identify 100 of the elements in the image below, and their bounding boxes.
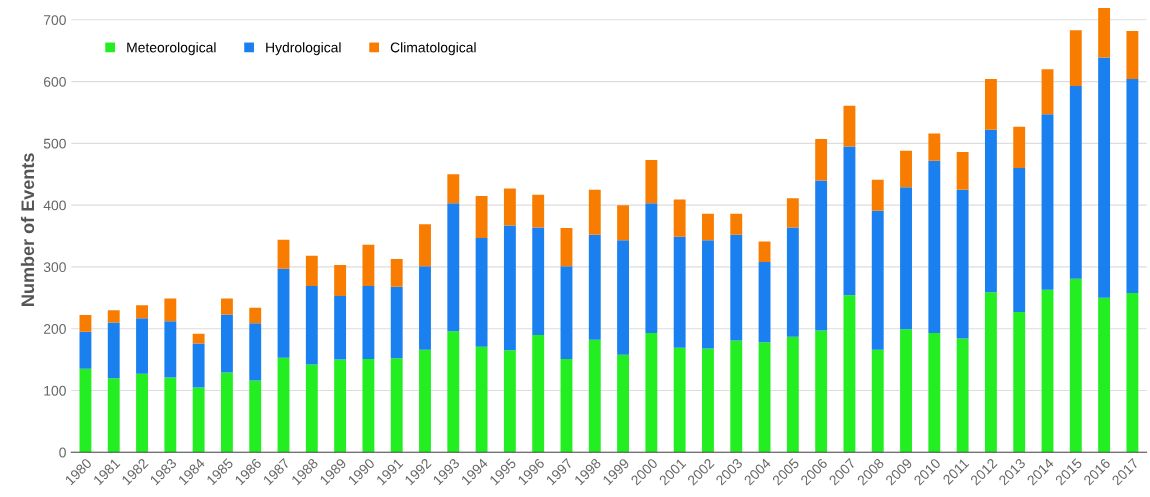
bar [107,310,120,323]
bar [617,240,630,355]
bar [192,333,205,344]
bar [900,150,912,188]
bar [79,368,92,453]
bar [419,266,431,350]
bar [617,354,630,453]
bar [871,349,884,453]
bar [334,295,347,360]
bar [1069,278,1082,453]
bar [815,139,828,181]
bar [305,255,318,287]
bar [984,292,997,453]
bar [702,213,714,241]
bar [390,258,403,287]
bar [871,210,884,350]
bar [1098,8,1111,58]
bar [503,350,516,453]
bar [702,240,714,349]
bar [220,314,233,373]
bar [1098,297,1111,453]
bar [645,333,658,453]
bar [447,174,460,204]
bar [673,199,686,237]
bar [871,179,884,211]
bar [956,189,969,339]
bar [1041,69,1054,115]
bar [758,241,771,262]
bar [560,228,573,267]
bar [192,343,205,388]
bar [503,225,516,351]
bar [249,323,262,381]
bar [1126,79,1139,293]
bar [730,213,743,235]
legend-label: Climatological [390,42,476,56]
bar [362,244,375,287]
bar [164,321,177,378]
bar [730,234,743,341]
legend-label: Hydrological [266,42,341,56]
bar [1069,85,1082,279]
bar [956,338,969,453]
bar [419,224,431,267]
bar [447,331,460,453]
bar [79,315,92,332]
bar [1098,57,1111,298]
bar [1013,312,1026,453]
bar [984,129,997,293]
bar [249,307,262,324]
bar [390,286,403,359]
bar [277,268,290,358]
bar [758,261,771,343]
y-tick-label: 0 [59,447,66,458]
bar [79,331,92,369]
y-tick-label: 700 [43,15,66,25]
bar [673,347,686,453]
bar [928,160,941,334]
bar [843,105,856,147]
bar [192,387,205,453]
bar [560,358,573,453]
bar [786,227,799,337]
bar [136,373,148,453]
bar [277,239,290,269]
bar [1126,30,1139,80]
bar [1041,114,1054,290]
bar [532,334,545,453]
bar [532,227,545,335]
bar [730,340,743,453]
bar [220,372,233,453]
bar [588,339,601,453]
bar [164,377,177,453]
bar [334,265,347,296]
bar [475,346,488,453]
bar [277,357,290,453]
bar [305,286,318,365]
bar [1013,126,1026,169]
y-tick-label: 300 [43,262,66,273]
bar [815,330,828,453]
bar [928,133,941,161]
bar [673,236,686,348]
bar [928,333,941,453]
y-tick-label: 600 [43,76,66,87]
bar [1126,292,1139,453]
bar [843,146,856,296]
bar [560,266,573,359]
y-tick-label: 500 [43,138,66,149]
bar [107,378,120,453]
bar [588,234,601,340]
y-tick-label: 400 [43,200,66,211]
bar [588,189,601,235]
bar [475,237,488,347]
bar [249,380,262,453]
bar [617,205,630,241]
bar [362,358,375,453]
bar [362,286,375,359]
y-tick-label: 100 [44,385,66,396]
bar [758,342,771,453]
bar [503,188,516,226]
bar [786,198,799,228]
bar [645,203,658,334]
bar [305,364,318,453]
